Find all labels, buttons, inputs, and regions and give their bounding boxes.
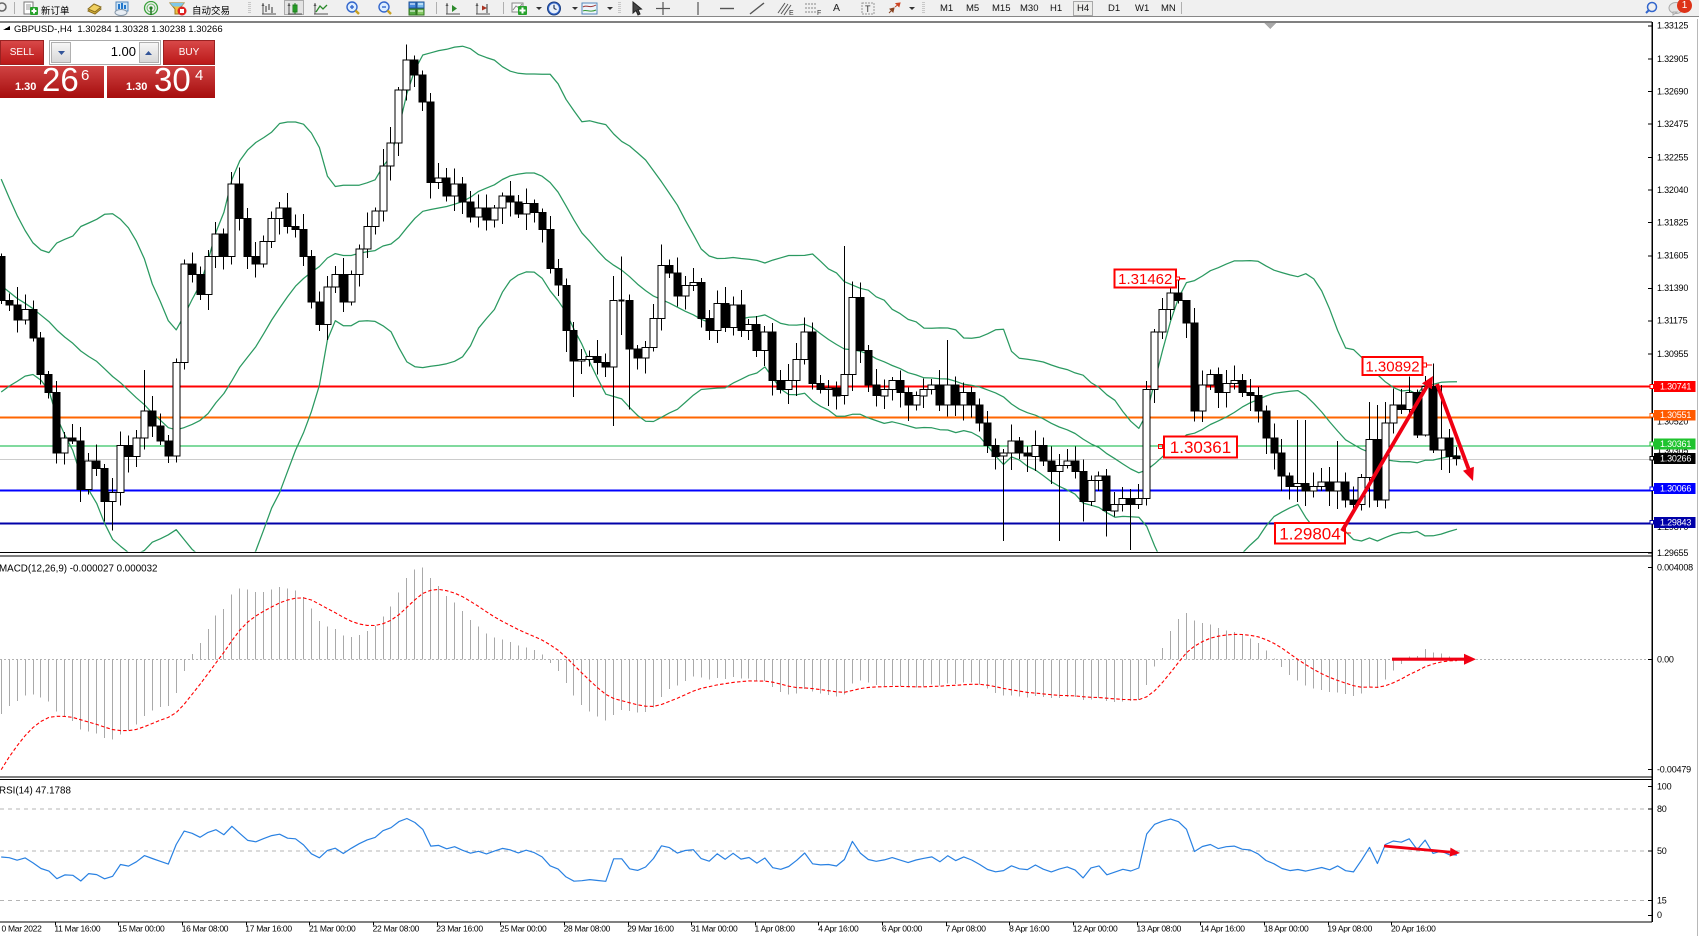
svg-text:1.32690: 1.32690 [1657,87,1688,97]
svg-text:1.31825: 1.31825 [1657,217,1688,227]
svg-text:18 Apr 00:00: 18 Apr 00:00 [1264,923,1309,933]
svg-text:15 Mar 00:00: 15 Mar 00:00 [118,923,165,933]
svg-text:25 Mar 00:00: 25 Mar 00:00 [500,923,547,933]
svg-text:6 Apr 00:00: 6 Apr 00:00 [882,923,923,933]
svg-text:28 Mar 08:00: 28 Mar 08:00 [564,923,611,933]
svg-text:17 Mar 16:00: 17 Mar 16:00 [245,923,292,933]
svg-text:E: E [789,10,794,16]
svg-text:12 Apr 00:00: 12 Apr 00:00 [1073,923,1118,933]
svg-text:F: F [817,10,821,16]
svg-text:0.00: 0.00 [1657,654,1674,664]
svg-text:15: 15 [1657,895,1667,905]
svg-text:13 Apr 08:00: 13 Apr 08:00 [1137,923,1182,933]
svg-text:1.32475: 1.32475 [1657,119,1688,129]
svg-text:RSI(14) 47.1788: RSI(14) 47.1788 [0,786,71,797]
svg-text:GBPUSD-,H4 1.30284 1.30328 1.: GBPUSD-,H4 1.30284 1.30328 1.30238 1.302… [14,24,223,35]
svg-text:4 Apr 16:00: 4 Apr 16:00 [818,923,859,933]
svg-text:0: 0 [1657,910,1662,920]
svg-text:1.32255: 1.32255 [1657,152,1688,162]
svg-text:1.31462: 1.31462 [1118,271,1172,288]
svg-text:1.30520: 1.30520 [1657,416,1688,426]
svg-text:1.32040: 1.32040 [1657,185,1688,195]
svg-text:0.004008: 0.004008 [1657,562,1693,572]
svg-text:14 Apr 16:00: 14 Apr 16:00 [1200,923,1245,933]
svg-text:1.30361: 1.30361 [1170,438,1231,457]
svg-text:1.30955: 1.30955 [1657,349,1688,359]
svg-text:8 Apr 16:00: 8 Apr 16:00 [1009,923,1050,933]
svg-text:31 Mar 00:00: 31 Mar 00:00 [691,923,738,933]
svg-text:0 Mar 2022: 0 Mar 2022 [2,923,43,933]
svg-text:23 Mar 16:00: 23 Mar 16:00 [436,923,483,933]
svg-text:MACD(12,26,9) -0.000027 0.0000: MACD(12,26,9) -0.000027 0.000032 [0,564,158,575]
svg-text:21 Mar 00:00: 21 Mar 00:00 [309,923,356,933]
svg-text:29 Mar 16:00: 29 Mar 16:00 [627,923,674,933]
svg-text:1.33125: 1.33125 [1657,21,1688,31]
svg-text:1.30266: 1.30266 [1660,453,1691,463]
svg-text:11 Mar 16:00: 11 Mar 16:00 [54,923,100,933]
svg-text:80: 80 [1657,804,1667,814]
svg-text:19 Apr 08:00: 19 Apr 08:00 [1327,923,1372,933]
svg-text:50: 50 [1657,846,1667,856]
svg-text:1.30305: 1.30305 [1657,445,1688,455]
svg-text:100: 100 [1657,782,1672,792]
svg-text:1.30551: 1.30551 [1660,410,1691,420]
svg-text:7 Apr 08:00: 7 Apr 08:00 [946,923,987,933]
svg-text:T: T [865,4,871,14]
svg-text:1.29655: 1.29655 [1657,548,1688,558]
svg-text:1.30361: 1.30361 [1660,439,1691,449]
svg-text:1.29804: 1.29804 [1279,524,1340,543]
svg-text:1.29843: 1.29843 [1660,517,1691,527]
svg-text:22 Mar 08:00: 22 Mar 08:00 [373,923,420,933]
svg-text:1.31175: 1.31175 [1657,316,1688,326]
svg-text:-0.00479: -0.00479 [1657,765,1691,775]
svg-text:16 Mar 08:00: 16 Mar 08:00 [182,923,229,933]
svg-text:20 Apr 16:00: 20 Apr 16:00 [1391,923,1436,933]
svg-text:1 Apr 08:00: 1 Apr 08:00 [755,923,796,933]
svg-text:1.30892: 1.30892 [1365,358,1419,375]
svg-text:1.32905: 1.32905 [1657,54,1688,64]
svg-text:1.31390: 1.31390 [1657,283,1688,293]
svg-text:1.30066: 1.30066 [1660,484,1691,494]
svg-text:1.31605: 1.31605 [1657,251,1688,261]
svg-text:1.30741: 1.30741 [1660,381,1691,391]
